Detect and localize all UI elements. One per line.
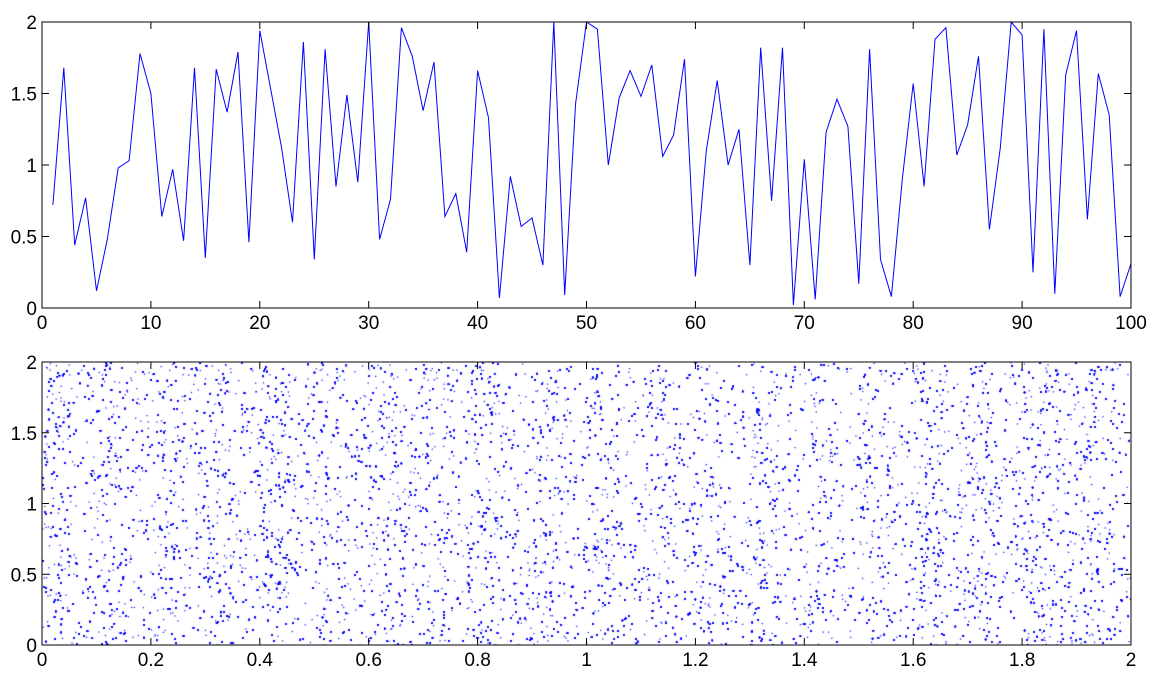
bottom-scatter-chart: 0 0.2 0.4 0.6 0.8 1 1.2 1.4 1.6 1.8 2 0 0.5 1 1.5 2 (11, 353, 1137, 671)
ax2-x-tick-label: 0 (37, 650, 48, 671)
ax1-x-tick-label: 40 (467, 313, 488, 334)
bottom-scatter-points (42, 362, 1131, 645)
top-series-group (52, 20, 1132, 306)
ax1-x-tick-label: 10 (140, 313, 161, 334)
ax1-x-tick-label: 70 (794, 313, 815, 334)
ax1-x-tick-label: 30 (358, 313, 379, 334)
bottom-scatter-canvas-holder (42, 362, 1131, 645)
ax1-y-tick-label: 1 (26, 156, 37, 177)
ax2-x-tick-label: 1 (581, 650, 592, 671)
ax1-x-tick-label: 100 (1115, 313, 1147, 334)
top-plot-area (42, 22, 1131, 308)
ax2-y-tick-label: 2 (26, 353, 37, 374)
ax1-x-tick-label: 20 (249, 313, 270, 334)
ax1-x-tick-label: 0 (37, 313, 48, 334)
ax2-x-tick-label: 1.2 (682, 650, 708, 671)
ax2-x-tick-label: 0.4 (247, 650, 274, 671)
ax2-y-tick-label: 1.5 (11, 424, 37, 445)
top-line-chart: 0 10 20 30 40 50 60 70 80 90 100 0 0.5 1 1.5 2 (11, 13, 1147, 334)
bottom-y-axis: 0 0.5 1 1.5 2 (11, 353, 1131, 657)
ax2-x-tick-label: 0.6 (355, 650, 381, 671)
ax2-x-tick-label: 0.2 (138, 650, 164, 671)
ax1-y-tick-label: 2 (26, 13, 37, 34)
ax2-y-tick-label: 0.5 (11, 565, 37, 586)
bottom-scatter-layer (42, 362, 1131, 645)
ax1-x-tick-label: 80 (903, 313, 924, 334)
ax2-x-tick-label: 1.8 (1009, 650, 1035, 671)
ax2-x-tick-label: 1.6 (900, 650, 926, 671)
top-series-line (52, 20, 1132, 306)
ax1-x-tick-label: 50 (576, 313, 597, 334)
ax2-y-tick-label: 0 (26, 636, 37, 657)
ax2-y-tick-label: 1 (26, 495, 37, 516)
ax2-x-tick-label: 2 (1126, 650, 1137, 671)
ax2-x-tick-label: 0.8 (464, 650, 490, 671)
ax1-x-tick-label: 60 (685, 313, 706, 334)
ax1-y-tick-label: 1.5 (11, 85, 37, 106)
ax2-x-tick-label: 1.4 (791, 650, 818, 671)
ax1-y-tick-label: 0 (26, 299, 37, 320)
bottom-x-axis: 0 0.2 0.4 0.6 0.8 1 1.2 1.4 1.6 1.8 2 (37, 362, 1137, 671)
ax1-y-tick-label: 0.5 (11, 228, 37, 249)
ax1-x-tick-label: 90 (1012, 313, 1033, 334)
top-y-axis: 0 0.5 1 1.5 2 (11, 13, 1131, 320)
top-x-axis: 0 10 20 30 40 50 60 70 80 90 100 (37, 22, 1147, 334)
